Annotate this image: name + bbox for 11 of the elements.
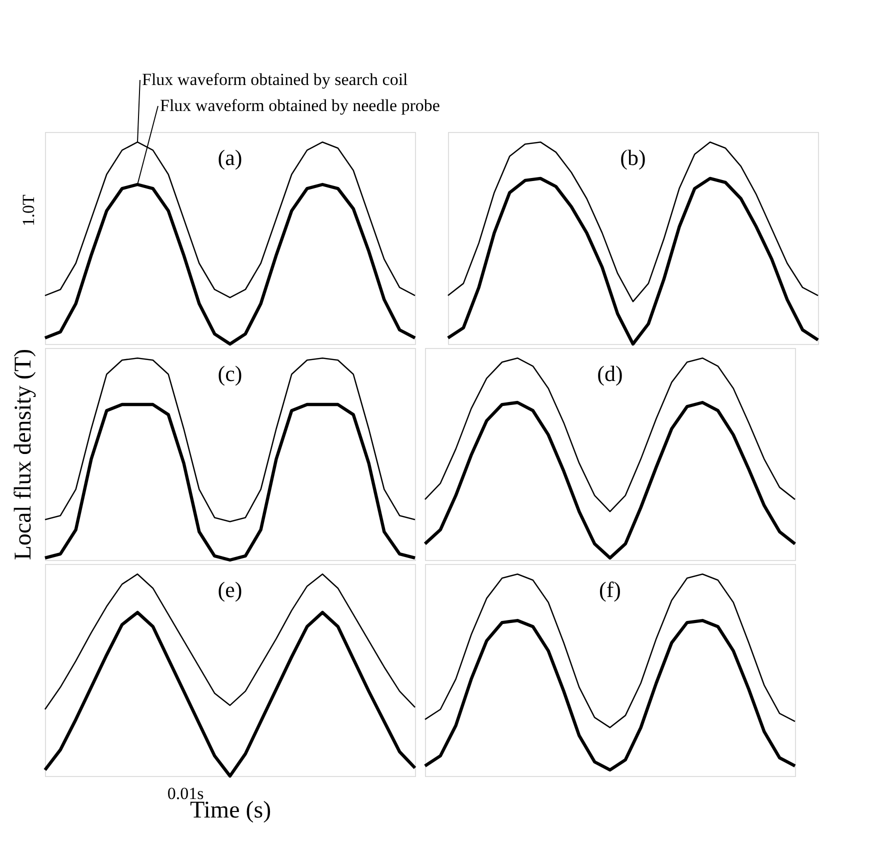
annotation: (b) (620, 145, 646, 170)
annotation: (f) (599, 577, 621, 602)
annotation: (d) (597, 361, 623, 386)
annotation: (e) (218, 577, 242, 602)
text: Flux waveform obtained by needle probe (160, 96, 440, 115)
y-axis-title: Local flux density (T) (10, 348, 36, 560)
annotation: (a) (218, 145, 242, 170)
annotation: (c) (218, 361, 242, 386)
text: 0.01s (167, 784, 204, 803)
text: 1.0T (19, 194, 38, 226)
text: Flux waveform obtained by search coil (142, 70, 408, 89)
